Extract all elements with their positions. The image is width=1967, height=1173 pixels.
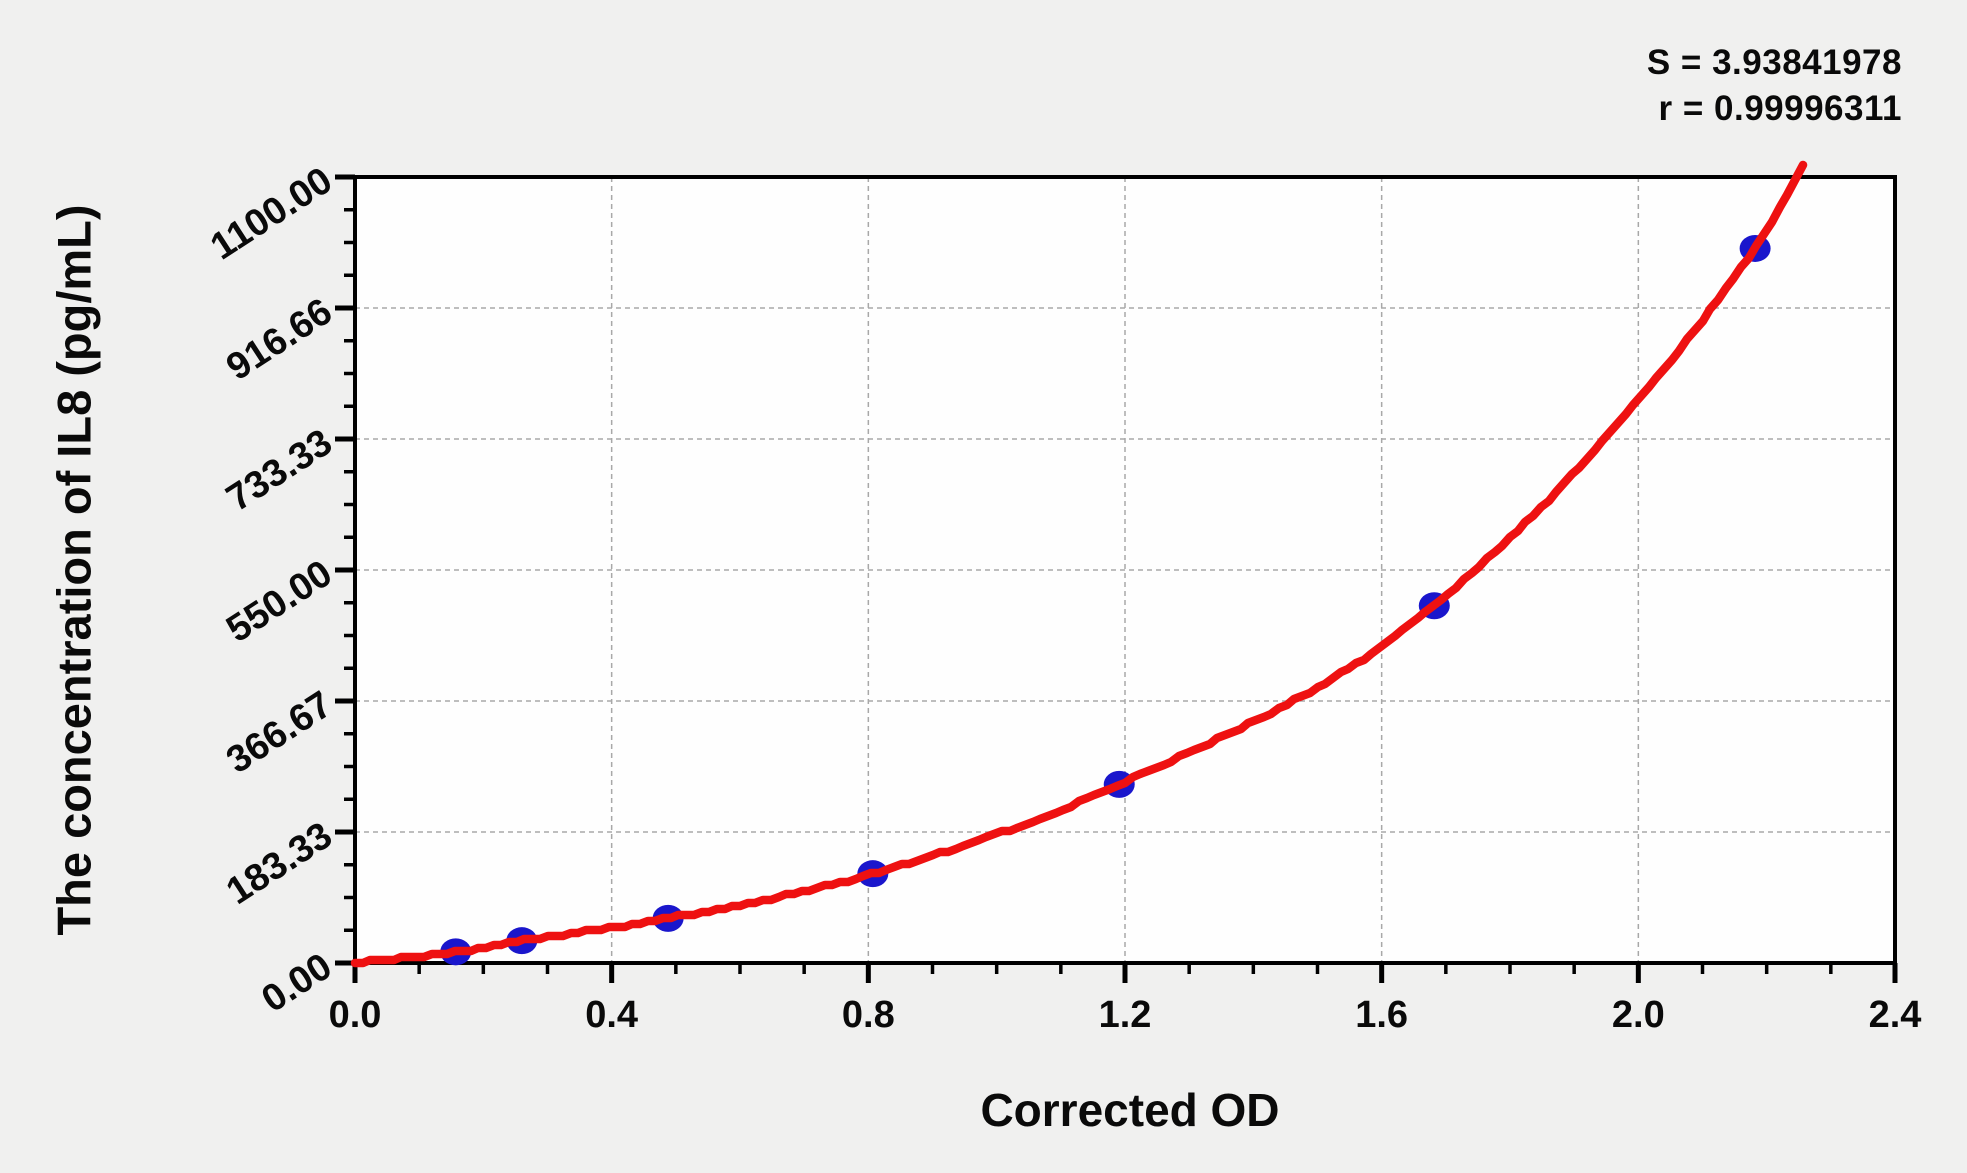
x-axis-title: Corrected OD bbox=[980, 1084, 1280, 1136]
standard-curve-line bbox=[350, 160, 1808, 968]
x-tick-label: 2.4 bbox=[1868, 994, 1922, 1036]
s-value-label: S = 3.93841978 bbox=[1646, 43, 1902, 82]
x-tick-label: 0.4 bbox=[585, 994, 639, 1036]
x-tick-label: 0.0 bbox=[328, 994, 382, 1036]
x-tick-label: 0.8 bbox=[841, 994, 895, 1036]
fit-statistics: S = 3.93841978 r = 0.99996311 bbox=[1647, 40, 1902, 132]
x-tick-label: 1.2 bbox=[1098, 994, 1152, 1036]
x-tick-label: 1.6 bbox=[1355, 994, 1409, 1036]
r-value-label: r = 0.99996311 bbox=[1658, 89, 1902, 128]
x-tick-label: 2.0 bbox=[1611, 994, 1665, 1036]
y-axis-title: The concentration of IL8 (pg/mL) bbox=[47, 204, 101, 936]
